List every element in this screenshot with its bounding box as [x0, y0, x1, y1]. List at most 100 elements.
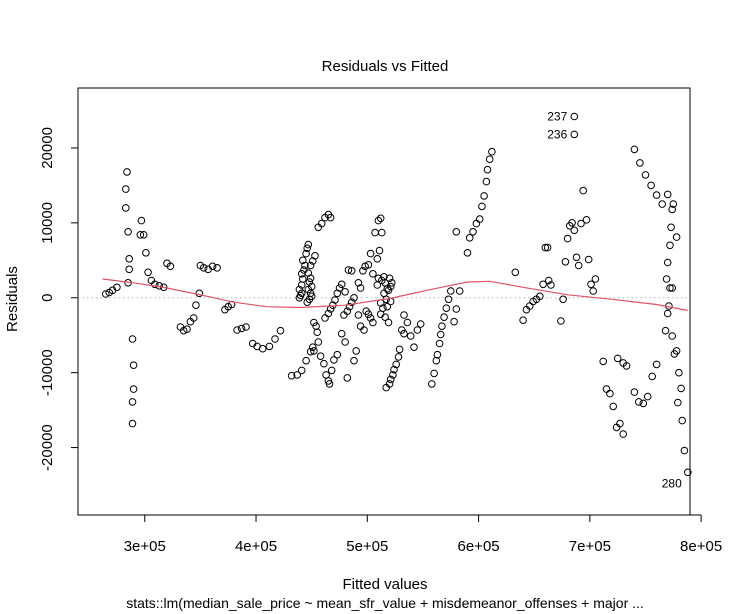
residual-point [345, 302, 354, 311]
x-tick-label: 5e+05 [346, 538, 388, 555]
residual-point [151, 280, 159, 289]
chart-title: Residuals vs Fitted [322, 58, 449, 75]
residual-point [128, 335, 137, 343]
residual-point [366, 249, 375, 258]
residual-point [301, 261, 309, 270]
x-tick-label: 6e+05 [458, 538, 500, 555]
residual-point [677, 384, 685, 393]
residual-point [678, 416, 687, 425]
residual-point [452, 305, 461, 313]
y-tick-label: 10000 [39, 202, 56, 244]
y-tick-label: 0 [39, 294, 56, 302]
residual-point [102, 290, 110, 298]
residual-point [432, 356, 441, 365]
residual-point [333, 350, 342, 359]
residual-point [374, 216, 383, 225]
residual-point [442, 304, 451, 313]
residual-point [313, 328, 322, 337]
residual-point [324, 309, 333, 318]
residual-point [663, 190, 672, 199]
residual-point [559, 295, 567, 304]
residual-point [587, 280, 595, 289]
smooth-trend-line [102, 278, 688, 312]
residual-point [433, 350, 442, 359]
residual-point [680, 446, 689, 455]
residual-point [242, 323, 250, 331]
residual-point [299, 256, 307, 265]
residual-point [356, 322, 365, 331]
residual-point [570, 226, 579, 235]
residual-point [310, 318, 318, 327]
residual-point [128, 398, 137, 406]
residual-point [295, 285, 304, 294]
residual-point [652, 360, 661, 369]
residual-point [589, 287, 598, 295]
residual-point [373, 254, 382, 263]
residual-point [563, 234, 572, 243]
residual-point [369, 318, 377, 327]
residual-point [386, 282, 395, 291]
residual-point [309, 257, 317, 265]
residual-point [394, 353, 403, 361]
residual-point [609, 402, 618, 411]
residual-point [480, 192, 488, 200]
y-axis: -20000 -10000 0 10000 20000 [39, 127, 79, 471]
residual-point [584, 255, 593, 264]
residual-point [635, 398, 643, 406]
residual-point [395, 345, 404, 354]
residual-point [347, 267, 356, 275]
residual-point [672, 233, 681, 241]
residual-point [568, 219, 576, 227]
residual-point [438, 322, 446, 331]
residual-point [485, 155, 494, 163]
residual-point [455, 287, 464, 295]
residual-point [293, 371, 302, 379]
residual-point [321, 314, 329, 322]
residual-point [428, 380, 436, 388]
outlier-label: 237 [547, 109, 567, 123]
residual-point [630, 145, 639, 154]
residual-point [350, 356, 358, 365]
residual-point [371, 228, 379, 237]
residual-point [658, 200, 667, 208]
residual-points [102, 112, 692, 477]
residual-point [155, 282, 163, 290]
residual-point [343, 307, 352, 316]
residual-point [331, 296, 339, 304]
residual-point [616, 419, 624, 428]
residual-point [309, 343, 317, 352]
x-tick-label: 4e+05 [235, 538, 277, 555]
residual-point [356, 284, 365, 292]
residual-point [306, 261, 315, 270]
residual-point [606, 389, 614, 398]
residual-point [511, 268, 520, 277]
residual-point [469, 228, 477, 236]
residual-point [325, 380, 334, 388]
residual-point [359, 267, 367, 275]
residual-point [619, 430, 628, 438]
residual-point [136, 231, 145, 239]
residual-point [385, 274, 394, 283]
residual-point [137, 216, 146, 225]
residual-point [519, 316, 527, 325]
residual-point [142, 249, 150, 257]
residual-point [128, 419, 137, 428]
residual-point [364, 261, 373, 269]
residual-point [400, 311, 408, 319]
y-tick-label: -20000 [39, 424, 56, 471]
residual-point [579, 186, 588, 195]
residual-point [648, 372, 657, 381]
residual-point [237, 324, 246, 333]
residual-point [354, 279, 363, 287]
residual-point [483, 165, 492, 174]
x-tick-label: 7e+05 [569, 538, 611, 555]
residual-point [386, 375, 395, 384]
residual-point [304, 240, 313, 249]
residual-point [316, 352, 325, 361]
residual-point [557, 317, 565, 325]
residual-point [643, 392, 652, 401]
residual-point [320, 359, 328, 368]
residual-point [233, 326, 241, 334]
residual-point [398, 326, 406, 334]
residual-point [124, 228, 132, 236]
